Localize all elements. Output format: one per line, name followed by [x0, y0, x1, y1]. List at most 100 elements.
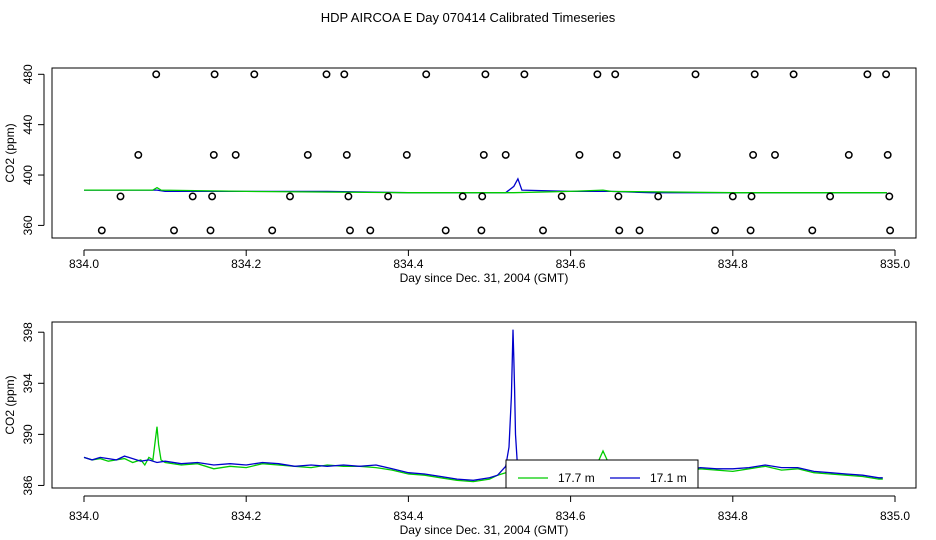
top-data-point	[208, 192, 217, 201]
top-x-tick-label: 834.2	[231, 257, 261, 271]
top-data-point	[477, 226, 486, 235]
top-data-point	[342, 150, 351, 159]
top-data-point	[322, 70, 331, 79]
top-data-point	[268, 226, 277, 235]
top-data-point	[366, 226, 375, 235]
top-y-tick-label: 440	[21, 114, 35, 134]
top-data-point	[481, 70, 490, 79]
bottom-axes: 834.0 834.2 834.4 834.6 834.8 835.0 386 390 394 3…	[21, 322, 910, 523]
top-x-tick-label: 835.0	[880, 257, 910, 271]
top-data-point	[402, 150, 411, 159]
bottom-y-axis-label: CO2 (ppm)	[3, 375, 17, 434]
top-data-point	[863, 70, 872, 79]
top-data-point	[539, 226, 547, 235]
top-data-point	[557, 192, 566, 201]
bottom-x-tick-label: 835.0	[880, 509, 910, 523]
bottom-y-tick-label: 394	[21, 373, 35, 393]
top-data-point	[303, 150, 312, 159]
top-data-point	[635, 226, 644, 235]
top-data-point	[747, 192, 756, 201]
bottom-x-tick-label: 834.8	[718, 509, 748, 523]
top-data-point	[478, 192, 487, 201]
top-data-point	[575, 150, 584, 159]
top-data-point	[614, 192, 623, 201]
top-data-point	[672, 150, 681, 159]
top-data-point	[210, 70, 219, 79]
top-data-point	[479, 150, 488, 159]
figure-title: HDP AIRCOA E Day 070414 Calibrated Times…	[321, 10, 616, 25]
top-data-point	[422, 70, 431, 79]
top-data-point	[286, 192, 294, 201]
top-data-point	[344, 192, 353, 201]
top-data-point	[611, 70, 620, 79]
top-data-point	[441, 226, 450, 235]
top-data-point	[711, 226, 719, 235]
bottom-panel: 834.0 834.2 834.4 834.6 834.8 835.0 386 390 394 3…	[3, 321, 917, 537]
top-y-tick-label: 360	[21, 215, 35, 235]
top-data-point	[612, 150, 621, 159]
top-data-point	[593, 70, 602, 79]
top-plot-area	[84, 70, 895, 235]
top-x-tick-label: 834.8	[718, 257, 748, 271]
top-data-point	[789, 70, 798, 79]
top-y-tick-label: 480	[21, 64, 35, 84]
top-data-point	[749, 150, 758, 159]
bottom-x-tick-label: 834.6	[556, 509, 586, 523]
top-data-point	[883, 150, 892, 159]
top-data-point	[826, 192, 835, 201]
top-data-point	[458, 192, 467, 201]
bottom-plot-area	[83, 329, 883, 483]
top-x-tick-label: 834.6	[556, 257, 586, 271]
top-data-point	[520, 70, 529, 79]
top-panel: 834.0 834.2 834.4 834.6 834.8 835.0 360 400 440 4…	[3, 64, 917, 285]
top-data-point	[346, 226, 354, 235]
top-y-tick-label: 400	[21, 165, 35, 185]
top-x-tick-label: 834.4	[393, 257, 423, 271]
top-data-point	[384, 192, 393, 201]
top-x-tick-label: 834.0	[69, 257, 99, 271]
top-data-point	[746, 226, 755, 235]
bottom-y-tick-label: 386	[21, 475, 35, 495]
top-data-point	[886, 226, 895, 235]
bottom-x-tick-label: 834.0	[69, 509, 99, 523]
top-data-point	[134, 150, 143, 159]
bottom-series-line-17-1-m	[83, 329, 883, 481]
top-data-point	[844, 150, 853, 159]
legend-label-17-1-m: 17.1 m	[650, 471, 687, 485]
top-data-point	[885, 192, 894, 201]
top-data-point	[209, 150, 218, 159]
top-data-point	[170, 226, 178, 235]
top-data-point	[771, 150, 779, 159]
legend-box	[505, 459, 699, 489]
top-data-point	[97, 226, 106, 235]
top-data-point	[882, 70, 891, 79]
top-data-point	[808, 226, 817, 235]
bottom-y-tick-label: 390	[21, 424, 35, 444]
top-x-axis-label: Day since Dec. 31, 2004 (GMT)	[400, 271, 569, 285]
top-data-point	[206, 226, 215, 235]
top-data-point	[116, 192, 125, 201]
top-plot-frame	[51, 67, 917, 239]
top-data-point	[615, 226, 624, 235]
top-y-axis-label: CO2 (ppm)	[3, 123, 17, 182]
top-data-point	[750, 70, 759, 79]
top-data-point	[188, 192, 197, 201]
bottom-y-tick-label: 398	[21, 322, 35, 342]
top-data-point	[728, 192, 737, 201]
bottom-legend: 17.7 m 17.1 m	[505, 459, 699, 489]
top-data-point	[152, 70, 161, 79]
bottom-x-tick-label: 834.2	[231, 509, 261, 523]
top-data-point	[231, 150, 240, 159]
top-data-point	[501, 150, 510, 159]
top-axes: 834.0 834.2 834.4 834.6 834.8 835.0 360 400 440 4…	[21, 64, 910, 271]
bottom-plot-frame	[51, 321, 917, 489]
bottom-series-line-17-7-m	[83, 426, 883, 483]
bottom-x-axis-label: Day since Dec. 31, 2004 (GMT)	[400, 523, 569, 537]
top-data-point	[691, 70, 700, 79]
legend-label-17-7-m: 17.7 m	[558, 471, 595, 485]
top-data-point	[340, 70, 349, 79]
bottom-x-tick-label: 834.4	[393, 509, 423, 523]
top-series-line-1	[84, 186, 887, 194]
top-data-point	[250, 70, 259, 79]
